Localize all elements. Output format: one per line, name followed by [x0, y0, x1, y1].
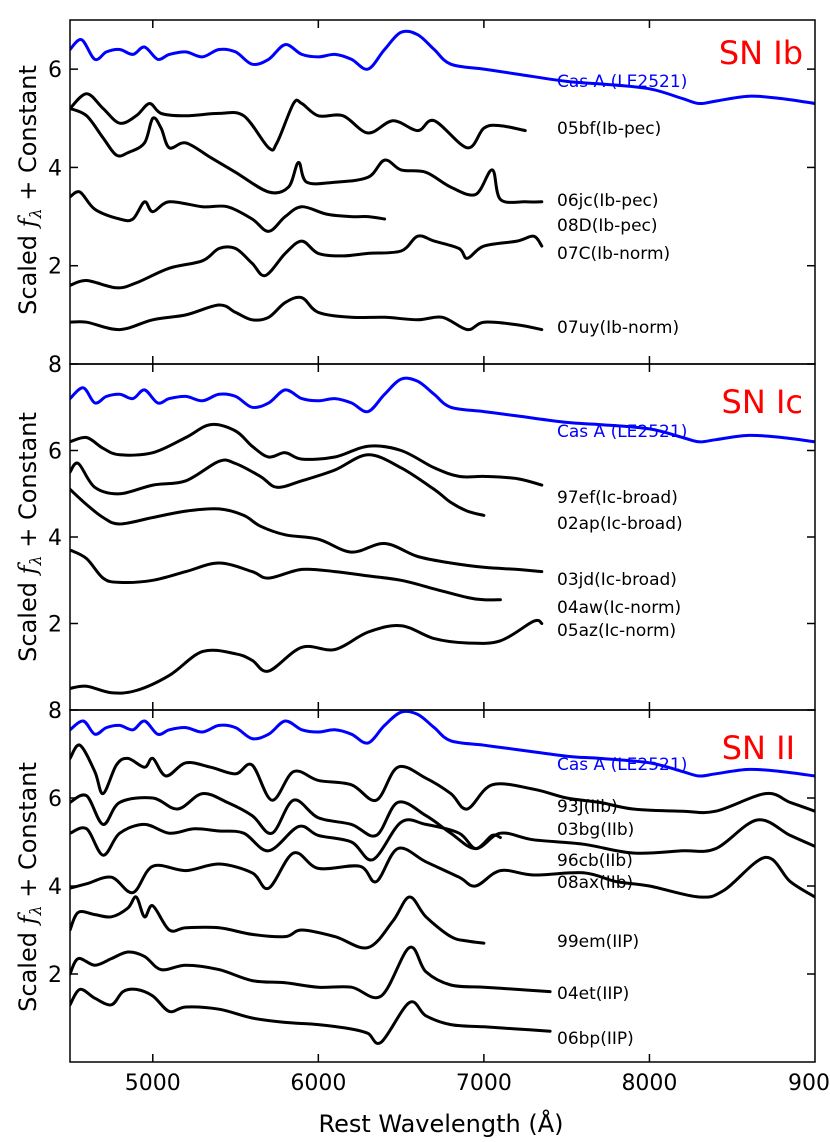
panel-ii: 2 4 6 8 Scaled fλ + Constant Cas A (LE2521) 93… [14, 699, 816, 1063]
series-line-cas-a-le2521- [70, 376, 815, 444]
series-label: 07C(Ib-norm) [557, 244, 670, 264]
series-line-cas-a-le2521- [70, 710, 815, 778]
series-label: 07uy(Ib-norm) [557, 318, 679, 338]
x-tick-label: 6000 [290, 1071, 346, 1096]
plot-frame [69, 19, 816, 365]
series-line-04et-iip- [70, 945, 552, 1000]
series-line-03bg-iib- [70, 792, 815, 855]
series-line-02ap-ic-broad- [70, 453, 486, 517]
x-tick-label: 8000 [621, 1071, 677, 1096]
plot-frame [69, 363, 816, 711]
series-label: 03bg(IIb) [557, 820, 634, 840]
y-tick-label: 2 [48, 613, 62, 638]
series-label: 04et(IIP) [557, 984, 629, 1004]
y-tick-label: 4 [48, 526, 62, 551]
series-label: 05az(Ic-norm) [557, 621, 676, 641]
x-axis-label: Rest Wavelength (Å) [318, 1109, 563, 1138]
x-tick-label: 7000 [456, 1071, 512, 1096]
panel-title: SN II [722, 729, 795, 767]
y-tick-label: 2 [48, 255, 62, 280]
series-group [70, 29, 815, 332]
y-tick-label: 8 [48, 699, 62, 724]
series-line-05bf-ib-pec- [70, 92, 527, 152]
series-line-07c-ib-norm- [70, 234, 544, 290]
series-line-97ef-ic-broad- [70, 422, 544, 487]
series-line-08ax-iib- [70, 846, 815, 899]
series-label: 08D(Ib-pec) [557, 216, 658, 236]
series-label: 06bp(IIP) [557, 1029, 634, 1049]
panel-title: SN Ib [719, 34, 803, 72]
series-line-07uy-ib-norm- [70, 295, 544, 332]
series-line-93j-iib- [70, 743, 815, 815]
x-tick-labels: 5000 6000 7000 8000 900 [125, 1071, 830, 1096]
y-tick-label: 2 [48, 963, 62, 988]
y-tick-label: 4 [48, 875, 62, 900]
y-tick-label: 6 [48, 787, 62, 812]
y-tick-label: 4 [48, 156, 62, 181]
y-axis-label: Scaled fλ + Constant [14, 412, 45, 662]
series-label: 96cb(IIb) [557, 851, 633, 871]
series-label: 02ap(Ic-broad) [557, 514, 683, 534]
y-tick-label: 6 [48, 440, 62, 465]
y-tick-label: 6 [48, 58, 62, 83]
series-label: 93J(IIb) [557, 797, 618, 817]
series-line-06bp-iip- [70, 987, 552, 1045]
series-label: Cas A (LE2521) [557, 72, 687, 92]
series-line-96cb-iib- [70, 818, 502, 862]
series-label: 03jd(Ic-broad) [557, 570, 677, 590]
series-label: 04aw(Ic-norm) [557, 598, 681, 618]
series-label: 06jc(Ib-pec) [557, 191, 659, 211]
series-line-08d-ib-pec- [70, 190, 387, 233]
series-label: 99em(IIP) [557, 932, 639, 952]
series-line-99em-iip- [70, 895, 486, 950]
series-label: 05bf(Ib-pec) [557, 119, 661, 139]
series-line-04aw-ic-norm- [70, 548, 502, 602]
y-axis-label: Scaled fλ + Constant [14, 65, 45, 315]
series-line-06jc-ib-pec- [70, 107, 544, 204]
y-tick-label: 8 [48, 353, 62, 378]
series-line-05az-ic-norm- [70, 618, 544, 695]
y-axis-label: Scaled fλ + Constant [14, 762, 45, 1012]
series-group [70, 710, 815, 1045]
x-tick-label: 5000 [125, 1071, 181, 1096]
series-label: Cas A (LE2521) [557, 755, 687, 775]
panel-ic: 2 4 6 8 Scaled fλ + Constant Cas A (LE2521) 97… [14, 353, 816, 711]
x-tick-label: 900 [788, 1071, 830, 1096]
series-line-03jd-ic-broad- [70, 487, 544, 574]
series-label: Cas A (LE2521) [557, 422, 687, 442]
series-line-cas-a-le2521- [70, 29, 815, 106]
series-label: 08ax(IIb) [557, 873, 633, 893]
series-label: 97ef(Ic-broad) [557, 488, 678, 508]
series-group [70, 376, 815, 695]
panel-title: SN Ic [722, 383, 803, 421]
